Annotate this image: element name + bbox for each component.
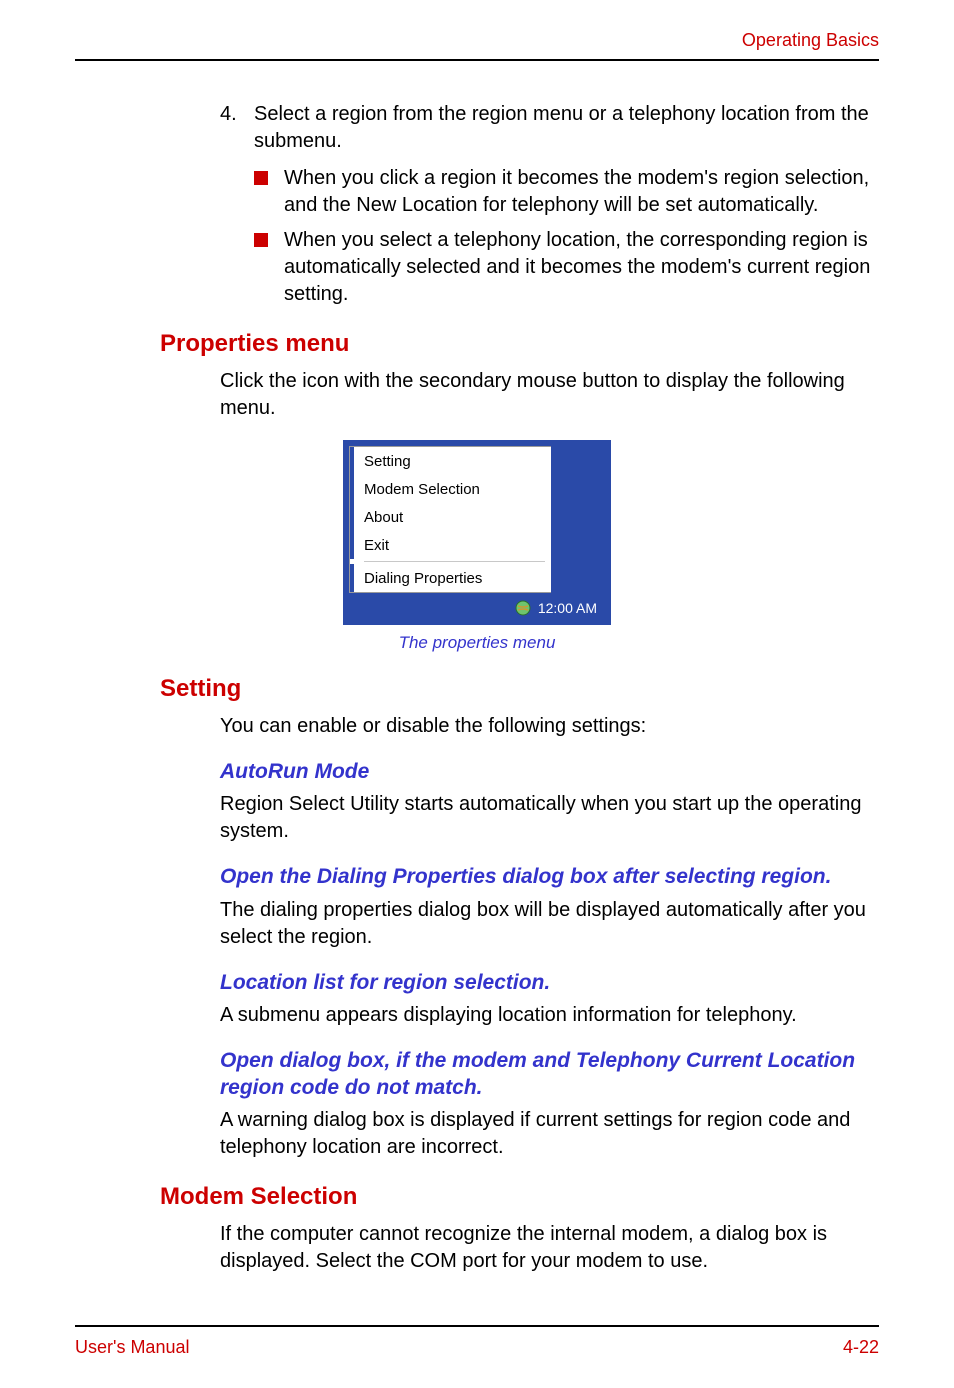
menu-item-exit[interactable]: Exit: [350, 531, 551, 559]
header-section-link[interactable]: Operating Basics: [75, 30, 879, 59]
bullet-text: When you click a region it becomes the m…: [284, 165, 879, 219]
properties-menu-figure: Setting Modem Selection About Exit: [75, 440, 879, 653]
heading-open-dialog-box-mismatch: Open dialog box, if the modem and Teleph…: [220, 1047, 879, 1102]
menu-item-label: Setting: [364, 453, 411, 470]
properties-menu-intro: Click the icon with the secondary mouse …: [220, 368, 879, 422]
globe-tray-icon[interactable]: [514, 600, 532, 616]
menu-left-accent: [350, 531, 354, 559]
location-list-text: A submenu appears displaying location in…: [220, 1002, 879, 1029]
menu-item-about[interactable]: About: [350, 503, 551, 531]
menu-left-accent: [350, 447, 354, 475]
step-4-block: 4. Select a region from the region menu …: [220, 101, 879, 308]
menu-item-setting[interactable]: Setting: [350, 447, 551, 475]
step-text: Select a region from the region menu or …: [254, 101, 879, 155]
context-menu-window: Setting Modem Selection About Exit: [343, 440, 611, 625]
footer-page-number: 4-22: [843, 1337, 879, 1358]
menu-left-accent: [350, 503, 354, 531]
modem-selection-text: If the computer cannot recognize the int…: [220, 1221, 879, 1275]
context-menu: Setting Modem Selection About Exit: [349, 446, 551, 593]
menu-item-label: About: [364, 509, 403, 526]
page: Operating Basics 4. Select a region from…: [0, 0, 954, 1388]
step-number: 4.: [220, 101, 254, 155]
menu-left-accent: [350, 564, 354, 592]
menu-item-label: Exit: [364, 537, 389, 554]
heading-modem-selection: Modem Selection: [160, 1183, 879, 1211]
setting-intro: You can enable or disable the following …: [220, 713, 879, 740]
taskbar: 12:00 AM: [349, 593, 605, 623]
header-rule: [75, 59, 879, 61]
menu-left-accent: [350, 475, 354, 503]
heading-location-list: Location list for region selection.: [220, 969, 879, 996]
autorun-mode-text: Region Select Utility starts automatical…: [220, 791, 879, 845]
footer-left: User's Manual: [75, 1337, 189, 1358]
bullet-item: When you click a region it becomes the m…: [254, 165, 879, 219]
bullet-item: When you select a telephony location, th…: [254, 227, 879, 308]
page-footer: User's Manual 4-22: [75, 1327, 879, 1388]
menu-blue-fill: [551, 446, 605, 593]
square-bullet-icon: [254, 171, 268, 185]
open-dialog-box-mismatch-text: A warning dialog box is displayed if cur…: [220, 1107, 879, 1161]
figure-caption: The properties menu: [399, 633, 556, 653]
step-bullets: When you click a region it becomes the m…: [254, 165, 879, 308]
open-dialing-properties-text: The dialing properties dialog box will b…: [220, 897, 879, 951]
menu-item-label: Dialing Properties: [364, 570, 482, 587]
heading-autorun-mode: AutoRun Mode: [220, 758, 879, 785]
ordered-step: 4. Select a region from the region menu …: [220, 101, 879, 155]
square-bullet-icon: [254, 233, 268, 247]
menu-item-dialing-properties[interactable]: Dialing Properties: [350, 564, 551, 592]
menu-item-modem-selection[interactable]: Modem Selection: [350, 475, 551, 503]
heading-properties-menu: Properties menu: [160, 330, 879, 358]
heading-setting: Setting: [160, 675, 879, 703]
menu-item-label: Modem Selection: [364, 481, 480, 498]
heading-open-dialing-properties: Open the Dialing Properties dialog box a…: [220, 863, 879, 890]
menu-separator: [364, 561, 545, 562]
taskbar-clock: 12:00 AM: [538, 600, 597, 616]
bullet-text: When you select a telephony location, th…: [284, 227, 879, 308]
